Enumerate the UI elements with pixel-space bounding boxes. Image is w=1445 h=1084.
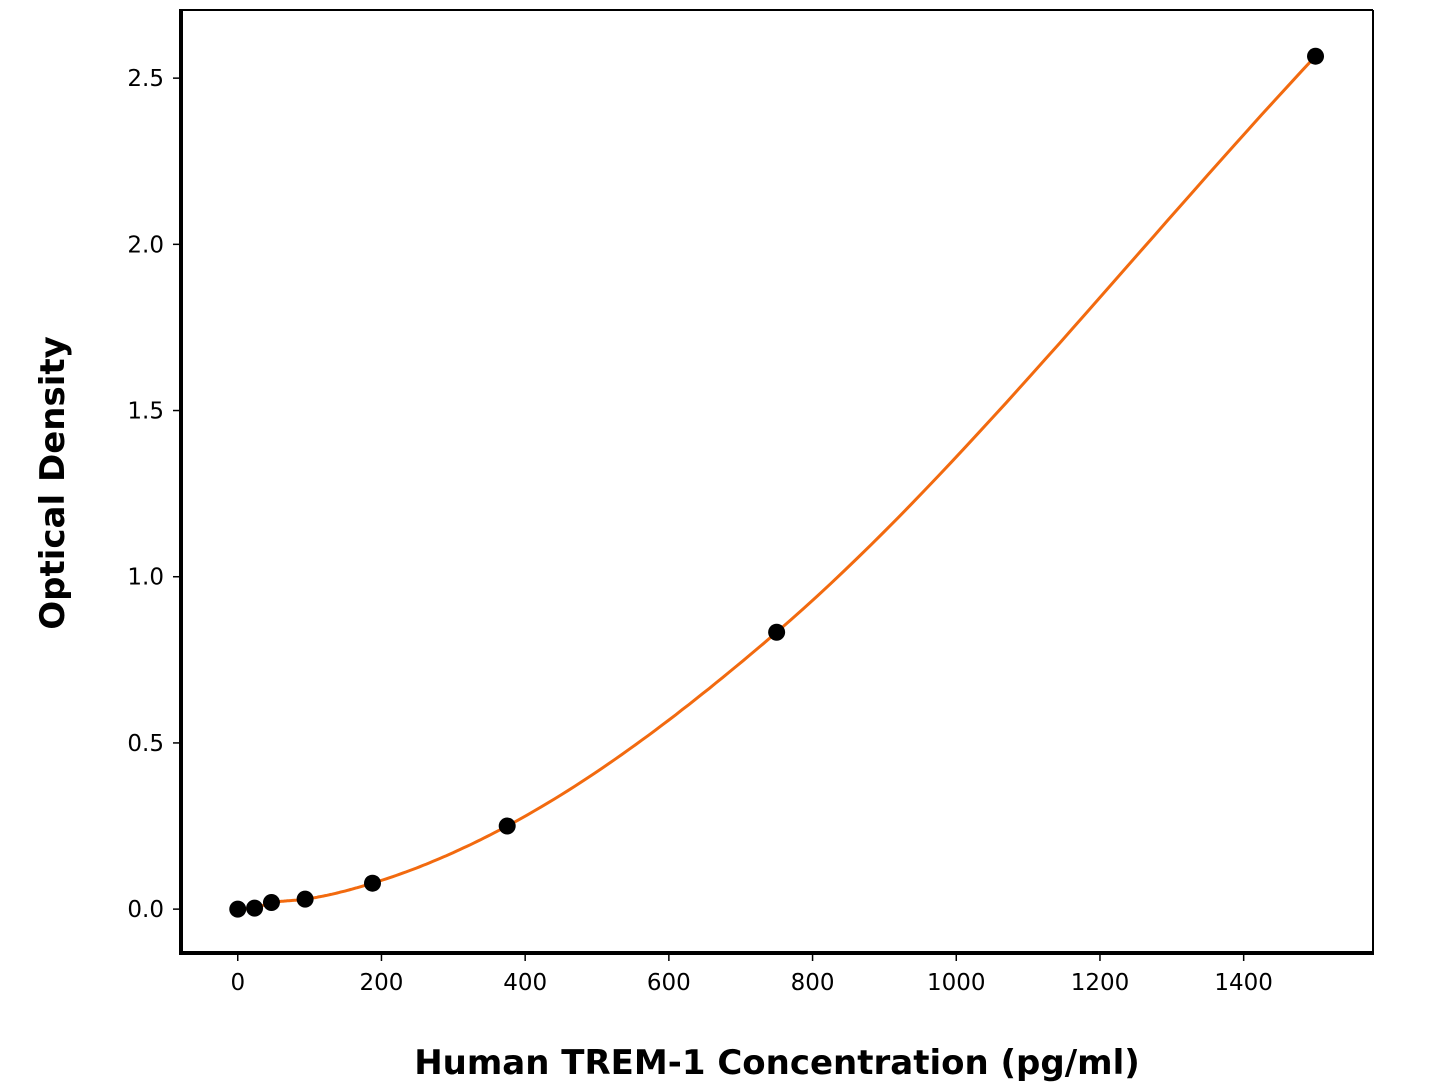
y-ticks: 0.0 0.5 1.0 1.5 2.0 2.5 <box>127 66 181 923</box>
y-tick-label: 1.0 <box>127 565 164 591</box>
y-tick-label: 2.5 <box>127 66 164 92</box>
x-tick-label: 1400 <box>1214 970 1273 996</box>
y-tick-label: 1.5 <box>127 399 164 425</box>
y-axis-title: Optical Density <box>33 336 73 630</box>
data-point <box>262 893 280 911</box>
x-tick-label: 1200 <box>1071 970 1130 996</box>
x-ticks: 0 200 400 600 800 1000 1200 1400 <box>230 953 1273 996</box>
fit-curve-group <box>237 55 1317 911</box>
x-axis-title: Human TREM-1 Concentration (pg/ml) <box>414 1043 1140 1083</box>
axes <box>179 9 1374 955</box>
x-tick-label: 400 <box>503 970 547 996</box>
x-tick-label: 200 <box>360 970 404 996</box>
data-point <box>363 874 381 892</box>
x-tick-label: 0 <box>230 970 245 996</box>
x-tick-label: 800 <box>791 970 835 996</box>
data-point <box>229 900 247 918</box>
fit-curve-line <box>237 55 1317 911</box>
data-point <box>296 890 314 908</box>
x-tick-label: 600 <box>647 970 691 996</box>
y-tick-label: 0.0 <box>127 897 164 923</box>
data-point <box>1307 47 1325 65</box>
y-tick-label: 2.0 <box>127 232 164 258</box>
data-point <box>498 817 516 835</box>
y-tick-label: 0.5 <box>127 731 164 757</box>
data-points <box>229 47 1325 918</box>
data-point <box>768 623 786 641</box>
x-tick-label: 1000 <box>927 970 986 996</box>
data-point <box>246 899 264 917</box>
